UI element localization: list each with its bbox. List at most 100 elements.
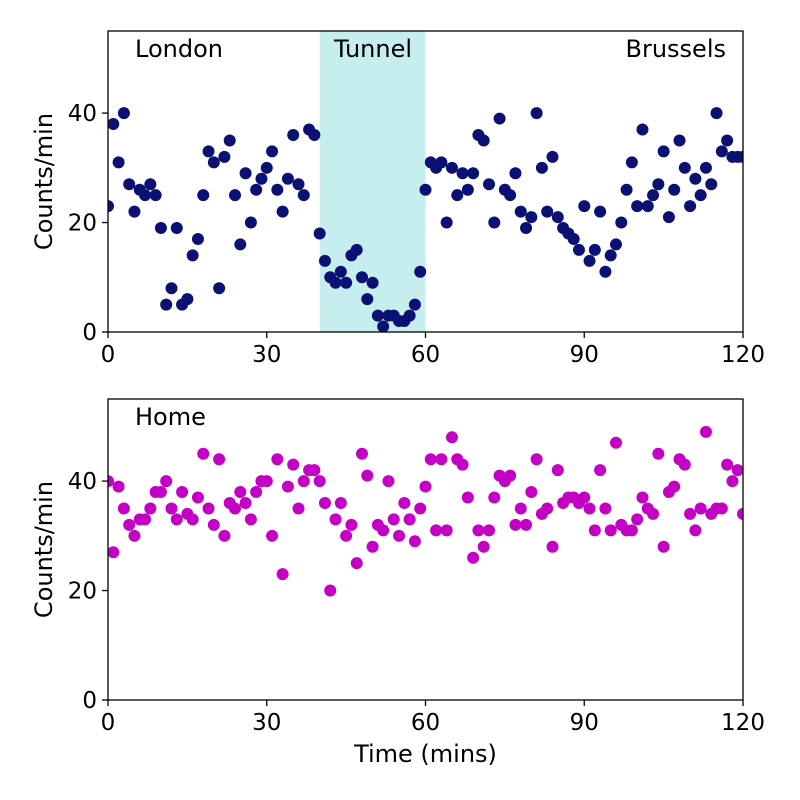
data-point — [705, 178, 718, 191]
data-point — [176, 486, 189, 499]
top-panel-london-brussels: 0 30 60 90 120 0 20 40 Counts/min London Tunnel Bru… — [30, 30, 765, 368]
data-point — [588, 524, 601, 537]
data-point — [160, 475, 173, 488]
data-point — [520, 518, 533, 531]
x-tick-label: 30 — [252, 710, 281, 736]
data-point — [467, 551, 480, 564]
data-point — [271, 183, 284, 196]
data-point — [149, 189, 162, 202]
data-point — [313, 475, 326, 488]
data-point — [382, 475, 395, 488]
data-point — [356, 271, 368, 284]
data-point — [123, 178, 136, 191]
data-point — [625, 524, 638, 537]
data-point — [165, 502, 178, 515]
data-point — [403, 513, 416, 526]
data-point — [546, 150, 559, 163]
data-point — [356, 447, 368, 460]
data-point — [710, 107, 723, 120]
data-point — [202, 502, 215, 515]
data-point — [108, 118, 120, 131]
data-point — [160, 298, 173, 311]
data-point — [334, 265, 347, 278]
data-point — [108, 475, 114, 488]
x-tick-label: 0 — [101, 342, 116, 368]
data-point — [154, 222, 167, 235]
data-point — [472, 524, 485, 537]
data-point — [414, 265, 427, 278]
data-point — [430, 524, 443, 537]
y-tick-label: 40 — [68, 101, 97, 127]
data-point — [366, 540, 379, 553]
data-point — [647, 507, 660, 520]
data-point — [424, 453, 437, 466]
data-point — [509, 167, 522, 180]
data-point — [699, 161, 712, 174]
data-point — [213, 453, 226, 466]
y-tick-label: 40 — [68, 469, 97, 495]
data-point — [213, 282, 226, 295]
data-point — [170, 222, 183, 235]
data-point — [313, 227, 326, 240]
x-tick-label: 0 — [101, 710, 116, 736]
data-point — [128, 529, 141, 542]
data-point — [604, 524, 617, 537]
data-point — [350, 243, 363, 256]
data-point — [440, 216, 453, 229]
data-point — [435, 156, 448, 169]
data-point — [361, 469, 374, 482]
data-point — [234, 238, 247, 251]
data-point — [514, 205, 527, 218]
data-point — [318, 496, 331, 509]
data-point — [678, 161, 691, 174]
x-tick-label: 120 — [721, 342, 765, 368]
data-point — [324, 584, 337, 597]
data-point — [292, 502, 305, 515]
data-point — [297, 189, 310, 202]
data-point — [652, 178, 665, 191]
data-point — [525, 486, 538, 499]
data-point — [694, 189, 707, 202]
data-point — [186, 513, 199, 526]
data-point — [414, 502, 427, 515]
data-point — [594, 205, 607, 218]
data-points — [108, 107, 743, 332]
data-point — [615, 216, 628, 229]
data-point — [271, 453, 284, 466]
annotation-tunnel: Tunnel — [333, 35, 412, 63]
data-point — [250, 486, 263, 499]
data-point — [483, 178, 495, 191]
y-tick-label: 20 — [68, 579, 97, 605]
data-point — [461, 491, 474, 504]
data-point — [281, 480, 294, 493]
data-point — [393, 529, 406, 542]
data-point — [620, 183, 633, 196]
data-point — [361, 293, 374, 306]
data-point — [578, 200, 591, 213]
data-point — [504, 469, 517, 482]
data-point — [461, 183, 474, 196]
data-point — [144, 178, 157, 191]
data-point — [191, 232, 204, 245]
data-point — [340, 529, 353, 542]
data-point — [244, 216, 257, 229]
data-point — [128, 205, 141, 218]
x-tick-label: 60 — [411, 710, 440, 736]
data-point — [440, 524, 453, 537]
data-point — [377, 320, 390, 332]
bottom-panel-home: 0 30 60 90 120 0 20 40 Counts/min Time (mins) Home — [30, 398, 765, 768]
x-tick-label: 90 — [570, 710, 599, 736]
data-point — [456, 458, 469, 471]
data-point — [266, 145, 279, 158]
data-point — [567, 232, 580, 245]
data-point — [488, 491, 501, 504]
data-point — [445, 431, 458, 444]
data-point — [144, 502, 157, 515]
data-point — [678, 458, 691, 471]
data-point — [514, 502, 527, 515]
data-point — [551, 211, 564, 224]
x-tick-label: 30 — [252, 342, 281, 368]
data-point — [218, 529, 231, 542]
data-point — [340, 276, 353, 289]
data-point — [287, 128, 300, 141]
